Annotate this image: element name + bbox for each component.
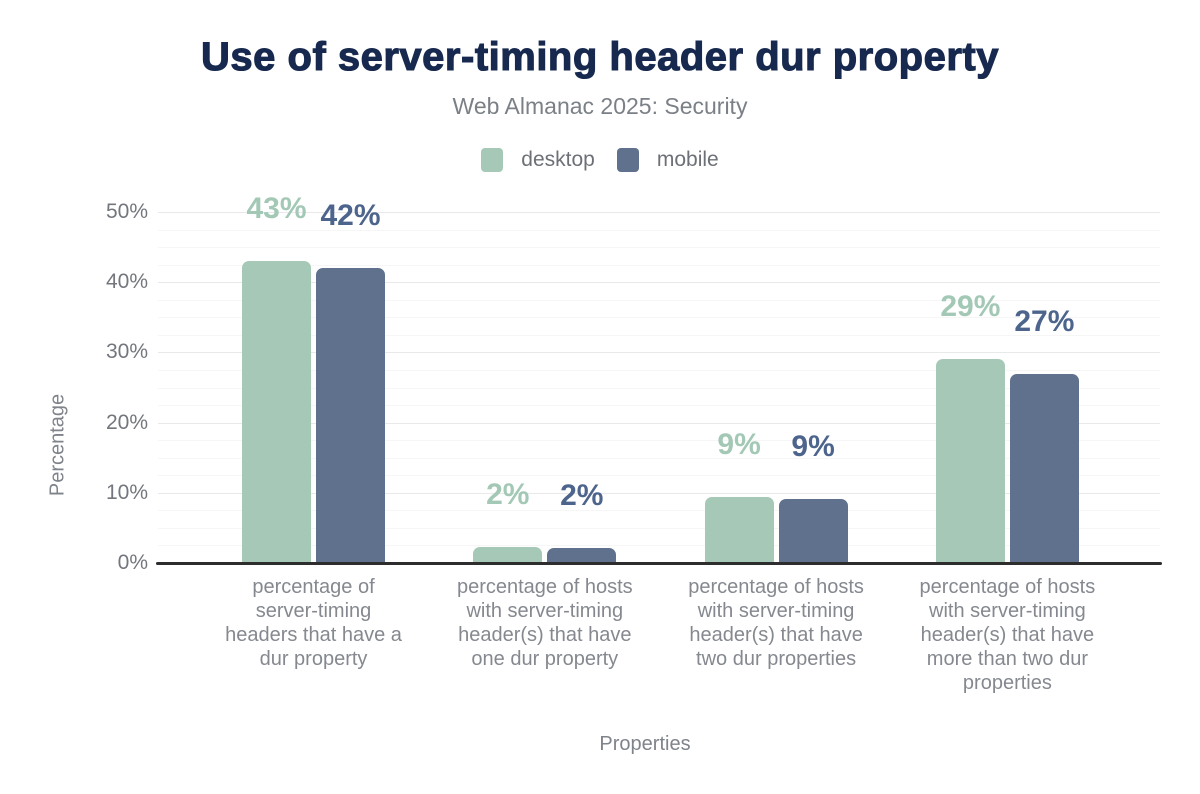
bar-desktop-0[interactable] <box>242 261 311 563</box>
gridline <box>158 387 1160 389</box>
bar-value-label-desktop-3: 29% <box>940 289 1001 323</box>
bar-mobile-0[interactable] <box>316 268 385 563</box>
gridline <box>158 440 1160 442</box>
bar-desktop-3[interactable] <box>935 358 1005 563</box>
chart-title: Use of server-timing header dur property <box>200 34 999 79</box>
x-category-label-1: percentage of hosts with server-timing hea… <box>423 575 667 671</box>
gridline <box>158 334 1160 336</box>
gridline <box>158 475 1160 477</box>
gridline <box>158 229 1160 231</box>
x-category-line: two dur properties <box>696 648 857 670</box>
bar-value-label-mobile-3: 27% <box>1014 305 1075 339</box>
bar-value-label-desktop-2: 9% <box>717 428 761 462</box>
x-category-line: headers that have a <box>225 624 402 646</box>
bar-value-label-desktop-1: 2% <box>486 477 530 511</box>
x-category-label-2: percentage of hosts with server-timing hea… <box>654 575 898 671</box>
gridline <box>158 492 1160 494</box>
bar-value-label-desktop-0: 43% <box>246 192 307 226</box>
y-tick-label-50: 50% <box>105 200 148 223</box>
gridline <box>158 264 1160 266</box>
gridline <box>158 282 1160 284</box>
chart-subtitle: Web Almanac 2025: Security <box>452 93 748 119</box>
legend-swatch-desktop <box>481 148 504 172</box>
x-category-line: one dur property <box>471 648 619 670</box>
bar-value-label-mobile-2: 9% <box>791 430 835 464</box>
x-category-line: with server-timing <box>929 600 1086 622</box>
legend-label-mobile: mobile <box>656 148 719 171</box>
x-axis-line <box>156 562 1162 565</box>
gridline <box>158 510 1160 512</box>
gridline <box>158 352 1160 354</box>
x-category-line: header(s) that have <box>458 624 632 646</box>
gridline <box>158 422 1160 424</box>
gridline <box>158 405 1160 407</box>
x-axis-title: Properties <box>599 733 691 755</box>
y-tick-label-40: 40% <box>105 270 148 294</box>
bar-mobile-2[interactable] <box>778 499 848 563</box>
bar-desktop-2[interactable] <box>704 497 774 563</box>
legend-label-desktop: desktop <box>521 148 595 171</box>
gridline <box>158 299 1160 301</box>
plot-area: 43% 42% 2% 2% 9% 9% 29% 27% <box>158 193 1160 563</box>
gridline <box>158 457 1160 459</box>
gridline <box>158 317 1160 319</box>
bar-mobile-3[interactable] <box>1009 374 1079 563</box>
x-category-line: header(s) that have <box>920 624 1095 646</box>
gridline <box>158 247 1160 249</box>
x-category-line: with server-timing <box>466 600 624 622</box>
y-tick-label-20: 20% <box>105 410 148 434</box>
x-category-line: more than two dur <box>926 648 1088 670</box>
legend-swatch-mobile <box>616 148 639 172</box>
x-category-line: server-timing <box>255 600 372 622</box>
gridline <box>158 212 1160 213</box>
x-category-line: header(s) that have <box>689 624 863 646</box>
x-category-label-0: percentage of server-timing headers that h… <box>192 575 436 671</box>
x-category-line: percentage of <box>252 576 375 598</box>
x-category-line: with server-timing <box>697 600 855 622</box>
x-category-line: percentage of hosts <box>919 576 1096 598</box>
x-category-label-3: percentage of hosts with server-timing hea… <box>885 575 1129 695</box>
bar-value-label-mobile-0: 42% <box>320 199 381 233</box>
y-tick-label-0: 0% <box>117 551 148 574</box>
x-category-line: percentage of hosts <box>456 576 633 598</box>
y-tick-label-30: 30% <box>105 340 148 364</box>
bar-desktop-1[interactable] <box>473 546 543 563</box>
bar-mobile-1[interactable] <box>547 547 617 563</box>
legend-item-desktop[interactable]: desktop <box>481 148 595 172</box>
x-category-line: percentage of hosts <box>688 576 864 598</box>
gridline <box>158 545 1160 547</box>
legend-item-mobile[interactable]: mobile <box>616 148 719 172</box>
legend: desktop mobile <box>0 146 1200 174</box>
bar-value-label-mobile-1: 2% <box>560 478 604 512</box>
x-category-line: dur property <box>259 648 368 670</box>
gridline <box>158 369 1160 371</box>
gridline <box>158 527 1160 529</box>
x-category-line: properties <box>962 672 1052 694</box>
y-tick-label-10: 10% <box>105 480 148 504</box>
